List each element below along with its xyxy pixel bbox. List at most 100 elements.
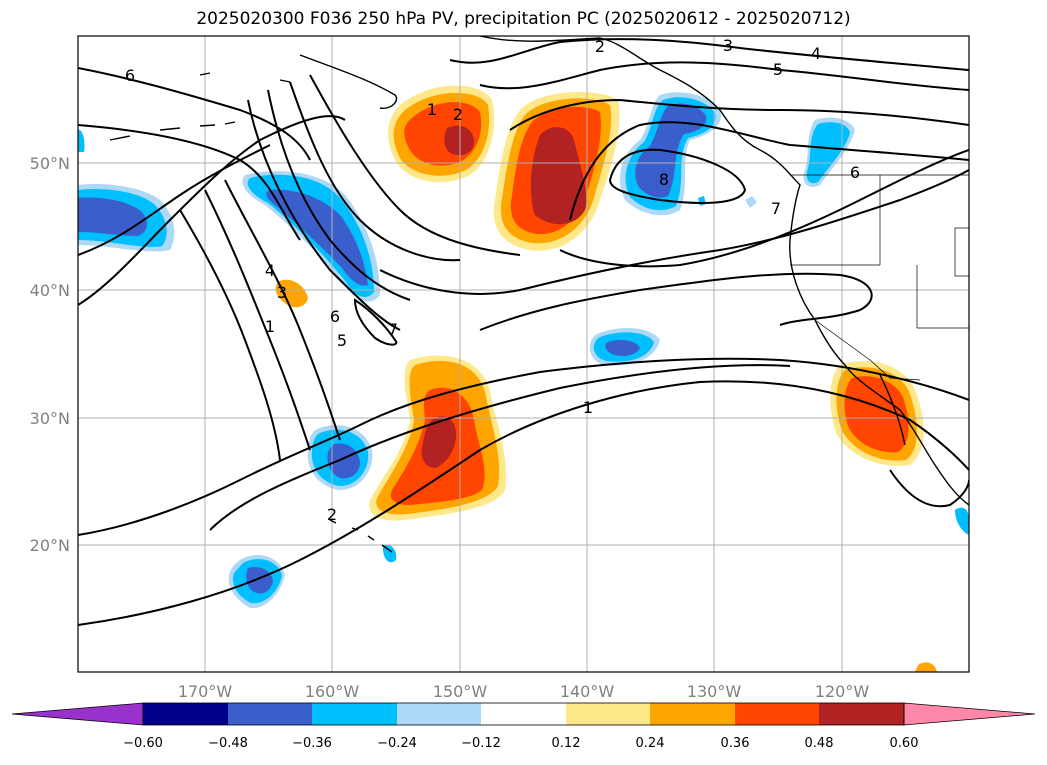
colorbar-extend-low	[11, 702, 144, 726]
lat-label-50n: 50°N	[30, 154, 70, 173]
pv-contour-7	[247, 99, 401, 331]
pv-contours	[78, 38, 969, 626]
pv-contour-7-north	[569, 121, 969, 221]
pv-contour-diag-1	[267, 89, 411, 301]
colorbar-bin-2	[228, 703, 312, 725]
colorbar-bin-4	[397, 703, 481, 725]
pv-contour-loop-east	[479, 272, 873, 331]
pv-label-7-east: 7	[771, 199, 781, 218]
pv-label-7-mid: 7	[388, 320, 398, 339]
lon-label-160w: 160°W	[305, 682, 360, 701]
pv-label-4: 4	[265, 261, 275, 280]
pv-contour-6-east	[559, 149, 969, 268]
pv-contour-2	[179, 209, 281, 461]
lon-labels: 170°W 160°W 150°W 140°W 130°W 120°W	[178, 682, 870, 701]
lon-label-150w: 150°W	[433, 682, 488, 701]
colorbar-tick-7: 0.24	[636, 736, 665, 751]
pv-contour-north-5	[449, 38, 969, 71]
pv-label-6-west: 6	[125, 66, 135, 85]
pv-label-1-south: 1	[583, 398, 593, 417]
colorbar-tick-2: −0.48	[208, 736, 248, 751]
pv-contour-diag-3	[309, 74, 521, 256]
alaska-coast	[299, 54, 398, 109]
aleutian-islands	[109, 121, 236, 141]
colorbar-tick-6: 0.12	[552, 736, 581, 751]
pv-contour-north	[78, 124, 301, 241]
pv-label-2-south: 2	[327, 505, 337, 524]
colorbar-bin-9	[819, 703, 904, 725]
colorbar-bin-5	[481, 703, 566, 725]
pv-contour-6	[78, 67, 311, 161]
colorbar: −0.60 −0.48 −0.36 −0.24 −0.12 0.12 0.24 …	[11, 702, 1036, 751]
coastlines	[109, 36, 969, 553]
precip-blob-north-central	[388, 85, 495, 183]
precip-blob-north-east	[493, 91, 620, 251]
pv-contour-7-small	[353, 298, 398, 346]
colorbar-tick-4: −0.24	[377, 736, 417, 751]
pv-contour-diag-2	[289, 81, 461, 262]
map-frame	[77, 35, 970, 673]
precip-blob-west	[78, 129, 175, 252]
colorbar-bin-8	[735, 703, 819, 725]
pv-label-6-mid: 6	[330, 307, 340, 326]
lon-label-120w: 120°W	[815, 682, 870, 701]
pv-label-2-blob: 2	[453, 105, 463, 124]
small-islands	[199, 72, 291, 83]
lat-labels: 50°N 40°N 30°N 20°N	[30, 154, 70, 555]
colorbar-tick-8: 0.36	[721, 736, 750, 751]
precip-blob-mid	[589, 328, 660, 366]
gridlines	[78, 36, 969, 672]
precip-small-hawaii	[382, 544, 397, 563]
pv-contour-west-2	[78, 144, 271, 256]
pv-contour-2-south	[78, 357, 969, 536]
pv-label-4-north: 4	[811, 44, 821, 63]
precip-shading	[78, 85, 969, 672]
west-coast	[479, 36, 969, 506]
colorbar-bin-3	[312, 703, 397, 725]
pv-contour-4-north	[479, 61, 969, 91]
pv-label-5-north: 5	[773, 60, 783, 79]
pv-label-5-mid: 5	[337, 331, 347, 350]
precip-blob-baja	[830, 361, 924, 466]
state-border-5	[954, 227, 969, 277]
lon-label-140w: 140°W	[560, 682, 615, 701]
precip-blob-southwest	[228, 555, 285, 609]
baja-peninsula	[879, 374, 906, 446]
lon-label-170w: 170°W	[178, 682, 233, 701]
colorbar-bin-7	[650, 703, 735, 725]
lat-label-30n: 30°N	[30, 409, 70, 428]
pv-contour-4	[224, 179, 341, 441]
pv-label-2-north: 2	[595, 37, 605, 56]
colorbar-tick-10: 0.60	[890, 736, 919, 751]
colorbar-tick-5: −0.12	[461, 736, 501, 751]
colorbar-bin-1	[143, 703, 228, 725]
pv-contour-1	[78, 380, 969, 626]
precip-corner-orange	[915, 662, 937, 672]
pv-contour-east-bottom	[889, 469, 969, 508]
pv-contour-5-east	[379, 169, 969, 295]
pv-contour-3	[204, 189, 311, 451]
pv-contour-labels: 6 3 4 5 2 1 2 8 7 6 4 3 1 6 5 7 1 2	[125, 36, 860, 524]
colorbar-tick-9: 0.48	[805, 736, 834, 751]
colorbar-tick-1: −0.60	[123, 736, 163, 751]
pv-contour-3-north	[509, 98, 969, 131]
pv-label-1-west: 1	[265, 317, 275, 336]
precip-small-orange	[275, 279, 308, 308]
colorbar-bin-6	[566, 703, 650, 725]
lat-label-20n: 20°N	[30, 536, 70, 555]
lat-label-40n: 40°N	[30, 281, 70, 300]
colorbar-frame	[142, 702, 905, 726]
precip-blob-central	[369, 355, 507, 521]
pv-label-3-north: 3	[723, 36, 733, 55]
colorbar-extend-high	[903, 702, 1036, 726]
lon-label-130w: 130°W	[687, 682, 742, 701]
pv-label-8: 8	[659, 170, 669, 189]
pv-contour-3-south	[209, 364, 791, 531]
pv-label-6-east: 6	[850, 163, 860, 182]
map-title: 2025020300 F036 250 hPa PV, precipitatio…	[196, 9, 851, 29]
precip-tiny-1	[745, 196, 757, 208]
pv-contour-west-1	[78, 115, 346, 306]
precip-small-east-edge	[955, 507, 969, 535]
pv-label-3: 3	[277, 283, 287, 302]
